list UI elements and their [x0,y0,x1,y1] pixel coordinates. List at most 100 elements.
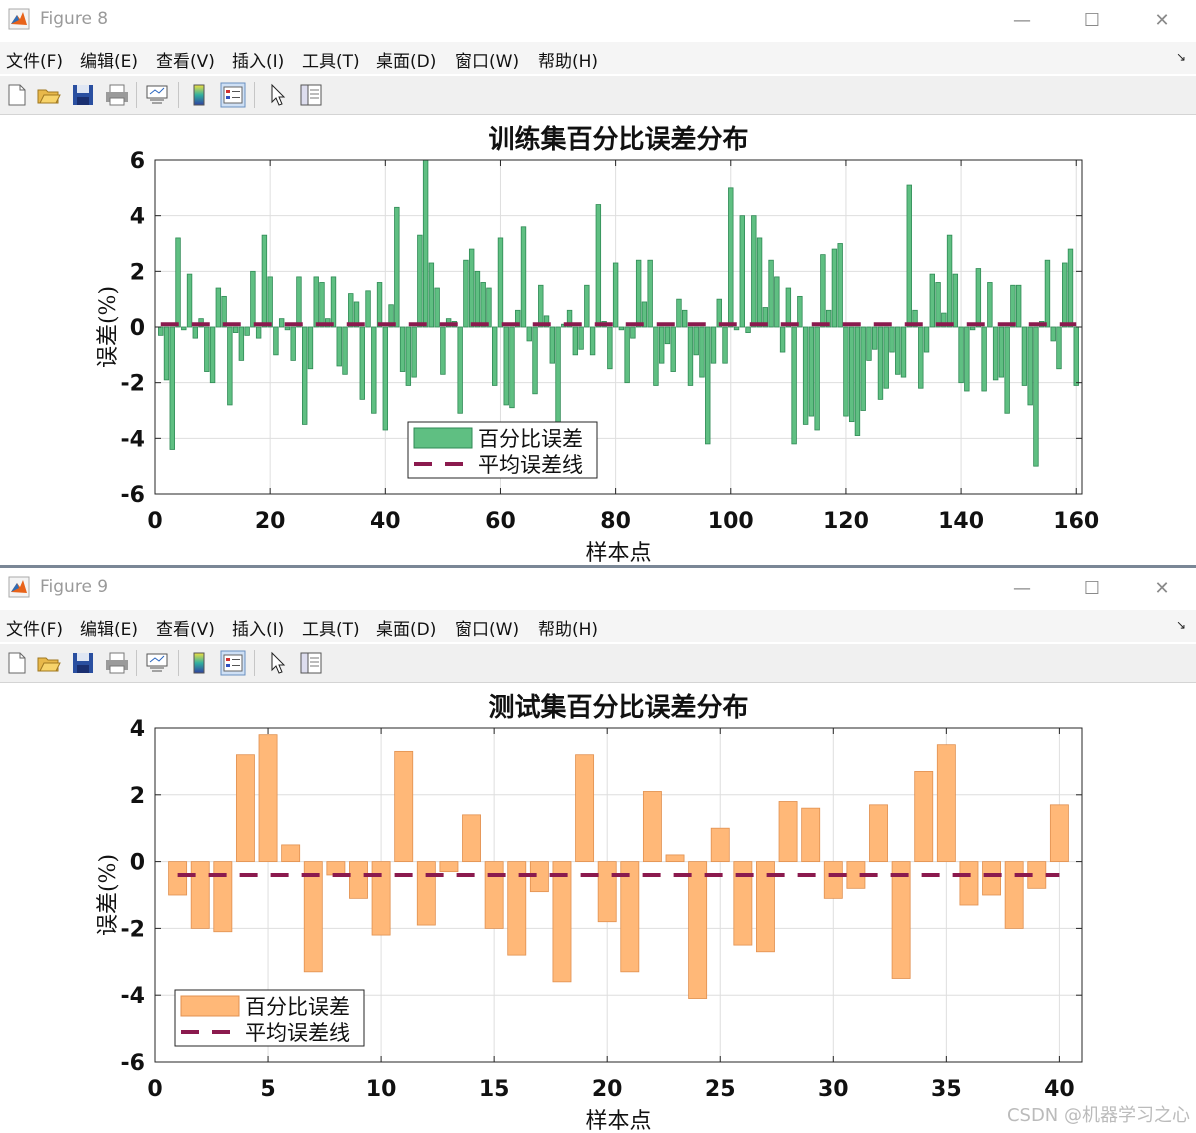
bar [235,754,255,862]
legend-label-line: 平均误差线 [245,1021,350,1045]
maximize-button[interactable]: ☐ [1083,9,1101,31]
bar [258,734,278,862]
plot-area: 0 20 40 60 80 100 120 140 160 -6 -4 -2 0 2 4 6 训练集百分比误差分… [0,114,1196,566]
bar [751,215,757,328]
menu-view[interactable]: 查看(V) [156,620,215,640]
bar [705,326,711,445]
x-tick-label: 0 [147,1077,162,1102]
bar [434,287,440,328]
bar [1010,284,1016,328]
close-button[interactable]: ✕ [1154,9,1170,31]
y-tick-label: 2 [130,784,145,809]
link-icon[interactable] [144,650,170,676]
bar [964,326,970,392]
menu-bar: 文件(F) 编辑(E) 查看(V) 插入(I) 工具(T) 桌面(D) 窗口(W… [0,610,1196,642]
menu-window[interactable]: 窗口(W) [455,52,520,72]
open-file-icon[interactable] [36,650,62,676]
title-bar[interactable]: Figure 8 — ☐ ✕ [0,0,1196,40]
colorbar-icon[interactable] [186,650,212,676]
menu-window[interactable]: 窗口(W) [455,620,520,640]
print-icon[interactable] [104,82,130,108]
save-icon[interactable] [70,82,96,108]
toolbar-separator [178,650,179,676]
property-editor-icon[interactable] [298,650,324,676]
bar [169,326,175,450]
menu-desktop[interactable]: 桌面(D) [376,52,437,72]
menu-tools[interactable]: 工具(T) [302,620,360,640]
bar [785,287,792,328]
open-file-icon[interactable] [36,82,62,108]
legend-icon[interactable] [220,82,246,108]
bar [405,326,412,386]
bar [1062,262,1068,328]
menu-edit[interactable]: 编辑(E) [80,52,139,72]
bar [1073,326,1079,386]
title-bar[interactable]: Figure 9 — ☐ ✕ [0,568,1196,608]
menu-file[interactable]: 文件(F) [6,52,64,72]
bar [900,326,907,378]
bar [843,326,849,417]
bar [520,226,527,328]
x-tick-label: 30 [818,1077,849,1102]
bar [959,861,979,906]
bar [676,298,682,328]
bar [630,326,636,339]
pointer-icon[interactable] [264,82,290,108]
menu-view[interactable]: 查看(V) [156,52,215,72]
bar [457,326,463,414]
menu-insert[interactable]: 插入(I) [232,52,285,72]
pointer-icon[interactable] [264,650,290,676]
bar [399,326,406,372]
bar [756,861,775,953]
y-tick-label: 0 [130,851,145,876]
minimize-button[interactable]: — [1013,9,1031,31]
matlab-logo-icon [8,576,30,598]
bar [642,791,662,862]
close-button[interactable]: ✕ [1154,577,1170,599]
bar [250,270,256,328]
link-icon[interactable] [144,82,170,108]
save-icon[interactable] [70,650,96,676]
bar [422,159,429,328]
property-editor-icon[interactable] [298,82,324,108]
bar [365,290,371,328]
bar [918,326,924,389]
menu-tools[interactable]: 工具(T) [302,52,360,72]
x-tick-label: 10 [366,1077,397,1102]
bar [428,262,435,328]
bar [353,301,360,328]
bar [825,309,832,328]
bar [204,326,210,372]
bar [791,326,797,445]
new-figure-icon[interactable] [4,650,30,676]
minimize-button[interactable]: — [1013,577,1031,599]
menu-help[interactable]: 帮助(H) [538,620,599,640]
menu-edit[interactable]: 编辑(E) [80,620,139,640]
x-tick-label: 15 [479,1077,510,1102]
print-icon[interactable] [104,650,130,676]
bar [958,326,964,384]
bar [474,270,481,328]
legend-icon[interactable] [220,650,246,676]
bar [877,326,884,400]
bar [462,814,481,862]
bar [936,744,956,863]
menu-insert[interactable]: 插入(I) [232,620,285,640]
bar [716,298,722,328]
y-tick-label: -4 [121,427,145,452]
menu-overflow-icon[interactable]: ↘ [1175,50,1186,64]
bar [232,326,239,333]
maximize-button[interactable]: ☐ [1083,577,1101,599]
menu-desktop[interactable]: 桌面(D) [376,620,437,640]
menu-file[interactable]: 文件(F) [6,620,64,640]
x-tick-label: 25 [705,1077,736,1102]
menu-overflow-icon[interactable]: ↘ [1175,618,1186,632]
new-figure-icon[interactable] [4,82,30,108]
bar [733,326,740,331]
x-tick-label: 40 [370,509,401,534]
menu-help[interactable]: 帮助(H) [538,52,599,72]
bar [281,844,301,862]
colorbar-icon[interactable] [186,82,212,108]
bar [665,854,685,862]
axes-box [154,727,1083,1063]
